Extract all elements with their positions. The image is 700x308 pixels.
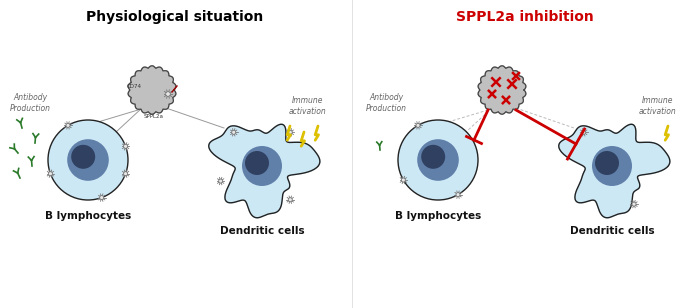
Polygon shape bbox=[559, 124, 670, 218]
Text: B lymphocytes: B lymphocytes bbox=[395, 211, 481, 221]
Circle shape bbox=[401, 178, 405, 182]
Circle shape bbox=[416, 123, 420, 128]
Text: SPPL2a: SPPL2a bbox=[144, 114, 164, 119]
Circle shape bbox=[398, 120, 478, 200]
Circle shape bbox=[48, 120, 128, 200]
Circle shape bbox=[218, 179, 223, 183]
Polygon shape bbox=[209, 124, 320, 218]
Circle shape bbox=[592, 146, 632, 186]
Circle shape bbox=[71, 145, 95, 169]
Text: Dendritic cells: Dendritic cells bbox=[220, 226, 304, 236]
Circle shape bbox=[421, 145, 445, 169]
Text: B lymphocytes: B lymphocytes bbox=[45, 211, 131, 221]
Circle shape bbox=[632, 202, 636, 206]
Circle shape bbox=[124, 172, 127, 176]
Circle shape bbox=[124, 144, 127, 148]
Circle shape bbox=[242, 146, 282, 186]
Text: Dendritic cells: Dendritic cells bbox=[570, 226, 654, 236]
Circle shape bbox=[166, 92, 170, 96]
Text: Immune
activation: Immune activation bbox=[289, 96, 327, 116]
Circle shape bbox=[582, 130, 586, 134]
Circle shape bbox=[417, 139, 458, 181]
Circle shape bbox=[232, 130, 236, 134]
Text: SPPL2a inhibition: SPPL2a inhibition bbox=[456, 10, 594, 24]
Text: CD74: CD74 bbox=[127, 84, 142, 90]
Text: Antibody
Production: Antibody Production bbox=[365, 93, 407, 113]
Circle shape bbox=[288, 130, 293, 134]
Circle shape bbox=[99, 196, 104, 200]
Polygon shape bbox=[478, 66, 526, 114]
Circle shape bbox=[67, 139, 108, 181]
Circle shape bbox=[288, 198, 293, 202]
Text: Immune
activation: Immune activation bbox=[639, 96, 677, 116]
Circle shape bbox=[245, 151, 269, 175]
Circle shape bbox=[66, 123, 70, 128]
Text: Antibody
Production: Antibody Production bbox=[10, 93, 50, 113]
Circle shape bbox=[48, 172, 52, 176]
Polygon shape bbox=[128, 66, 176, 114]
Circle shape bbox=[456, 192, 460, 197]
Text: Physiological situation: Physiological situation bbox=[86, 10, 264, 24]
Circle shape bbox=[595, 151, 619, 175]
